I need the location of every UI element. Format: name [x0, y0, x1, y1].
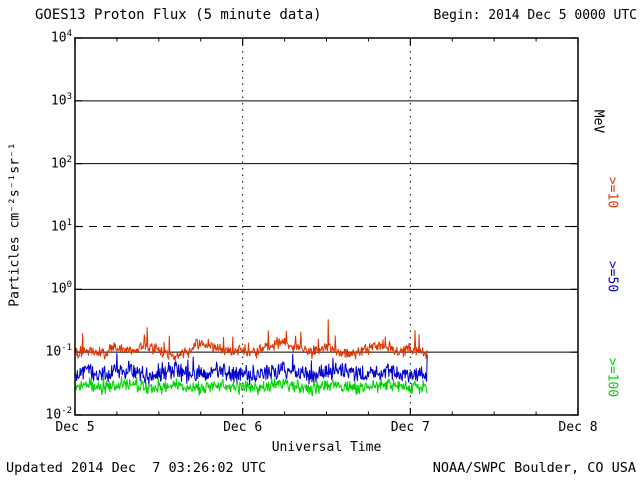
x-tick-label: Dec 6 — [223, 420, 263, 435]
series-line-ge100 — [74, 373, 428, 397]
series-line-ge10 — [74, 319, 428, 361]
credit-label: NOAA/SWPC Boulder, CO USA — [432, 460, 636, 476]
y-axis-title: Particles cm⁻²s⁻¹sr⁻¹ — [7, 142, 23, 307]
plot-border — [74, 37, 579, 416]
y-tick-label: 10-1 — [45, 343, 73, 360]
y-tick-label: 10-2 — [45, 406, 73, 423]
x-tick-label: Dec 7 — [390, 420, 430, 435]
y-tick-label: 104 — [50, 29, 72, 46]
x-axis-title: Universal Time — [271, 440, 382, 455]
x-tick-label: Dec 5 — [55, 420, 95, 435]
chart-title: GOES13 Proton Flux (5 minute data) — [35, 7, 322, 23]
series-line-ge50 — [74, 353, 428, 386]
y-tick-label: 103 — [50, 91, 72, 109]
right-axis-unit-label: MeV — [590, 109, 606, 134]
y-tick-label: 100 — [50, 280, 72, 297]
y-tick-label: 102 — [50, 154, 72, 171]
series-label-ge100: >=100 — [604, 357, 620, 398]
y-tick-label: 101 — [50, 217, 72, 234]
x-tick-label: Dec 8 — [558, 420, 598, 435]
updated-timestamp: Updated 2014 Dec 7 03:26:02 UTC — [6, 460, 267, 476]
begin-time-label: Begin: 2014 Dec 5 0000 UTC — [433, 8, 638, 23]
